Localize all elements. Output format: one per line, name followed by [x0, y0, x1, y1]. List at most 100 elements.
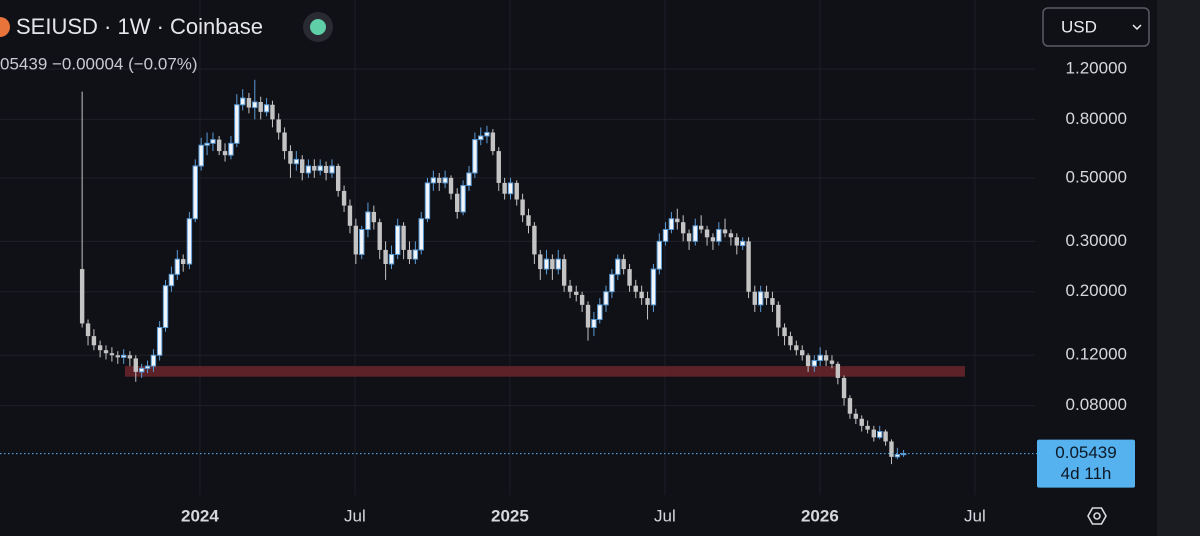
- candle-body: [204, 142, 210, 146]
- y-tick-label: 1.20000: [1066, 58, 1127, 77]
- candle-body: [829, 360, 835, 364]
- candle-body: [276, 119, 281, 133]
- candle-body: [460, 185, 466, 213]
- candle-body: [312, 165, 317, 171]
- candle-body: [496, 151, 501, 183]
- candle-body: [675, 218, 680, 223]
- candle-body: [782, 327, 787, 337]
- candle-body: [258, 102, 263, 112]
- candle-body: [662, 228, 669, 242]
- candle-body: [293, 158, 300, 165]
- candle-body: [520, 199, 525, 216]
- candle-body: [407, 249, 412, 260]
- candle-body: [770, 298, 775, 305]
- candle-body: [698, 225, 704, 230]
- candle-body: [716, 228, 722, 242]
- candle-body: [883, 431, 888, 442]
- y-tick-label: 0.20000: [1066, 281, 1127, 300]
- candle-body: [776, 304, 781, 328]
- candle-body: [817, 354, 823, 362]
- candle-body: [401, 225, 406, 250]
- candle-body: [585, 304, 591, 328]
- countdown-label: 4d 11h: [1061, 464, 1112, 483]
- candle-body: [472, 139, 478, 174]
- symbol-icon: [0, 17, 10, 37]
- candle-body: [561, 259, 567, 286]
- y-tick-label: 0.50000: [1066, 167, 1127, 186]
- side-panel: [1157, 0, 1200, 536]
- candle-body: [538, 254, 543, 270]
- candle-body: [603, 291, 609, 306]
- candle-body: [186, 218, 193, 265]
- candle-body: [502, 182, 507, 194]
- candle-body: [180, 259, 186, 265]
- candle-body: [144, 365, 151, 369]
- candle-body: [615, 258, 621, 275]
- candle-body: [412, 249, 419, 260]
- candle-body: [156, 327, 163, 356]
- candle-body: [222, 151, 228, 156]
- candle-body: [359, 228, 365, 255]
- candle-body: [514, 182, 519, 200]
- candle-body: [728, 233, 734, 238]
- candle-body: [365, 211, 371, 230]
- candle-body: [91, 336, 97, 346]
- candle-body: [574, 291, 579, 295]
- dropdown-chevron[interactable]: [1132, 24, 1142, 31]
- candle-body: [877, 430, 883, 438]
- candle-body: [300, 159, 305, 173]
- candle-body: [329, 165, 335, 174]
- candle-body: [150, 354, 157, 367]
- candle-body: [228, 142, 234, 156]
- candle-body: [168, 273, 175, 287]
- ohlc-summary: 05439 −0.00004 (−0.07%): [0, 54, 198, 73]
- candle-body: [138, 367, 145, 373]
- candle-body: [246, 98, 252, 108]
- y-tick-label: 0.30000: [1066, 231, 1127, 250]
- candle-body: [746, 241, 751, 292]
- candle-body: [722, 229, 728, 234]
- candle-body: [841, 377, 847, 399]
- candle-body: [282, 132, 287, 152]
- settings-icon[interactable]: [1087, 507, 1107, 525]
- candle-body: [835, 363, 841, 378]
- candle-body: [455, 193, 460, 212]
- candle-body: [109, 353, 115, 356]
- candle-body: [757, 291, 764, 306]
- candle-body: [800, 350, 805, 356]
- candle-body: [847, 398, 853, 414]
- candle-body: [115, 355, 120, 358]
- currency-label[interactable]: USD: [1061, 17, 1097, 36]
- last-price-label: 0.05439: [1055, 443, 1116, 462]
- candle-body: [865, 425, 870, 430]
- support-zone: [124, 366, 965, 377]
- candle-body: [788, 336, 793, 346]
- settings-icon-center[interactable]: [1093, 512, 1101, 520]
- candle-body: [103, 350, 109, 354]
- candle-body: [162, 285, 169, 329]
- candle-body: [889, 441, 894, 457]
- candle-body: [621, 259, 626, 270]
- chart-title: SEIUSD · 1W · Coinbase: [16, 14, 263, 39]
- candle-body: [79, 269, 85, 324]
- candle-body: [127, 355, 133, 359]
- candle-body: [680, 222, 686, 234]
- candle-body: [609, 273, 615, 293]
- candle-body: [823, 355, 829, 361]
- candle-body: [418, 218, 424, 251]
- candle-body: [466, 172, 472, 187]
- candle-body: [394, 225, 401, 255]
- x-tick-label: 2026: [801, 506, 839, 525]
- settings-button[interactable]: [1087, 507, 1107, 525]
- candle-body: [543, 258, 550, 270]
- candle-body: [270, 104, 275, 120]
- candle-body: [752, 291, 757, 305]
- dropdown-box[interactable]: [1042, 7, 1150, 47]
- candle-body: [192, 165, 198, 220]
- candle-body: [442, 177, 448, 184]
- candle-body: [686, 233, 692, 242]
- candle-body: [347, 205, 353, 226]
- candle-body: [490, 132, 496, 152]
- currency-dropdown[interactable]: USD: [1042, 7, 1150, 47]
